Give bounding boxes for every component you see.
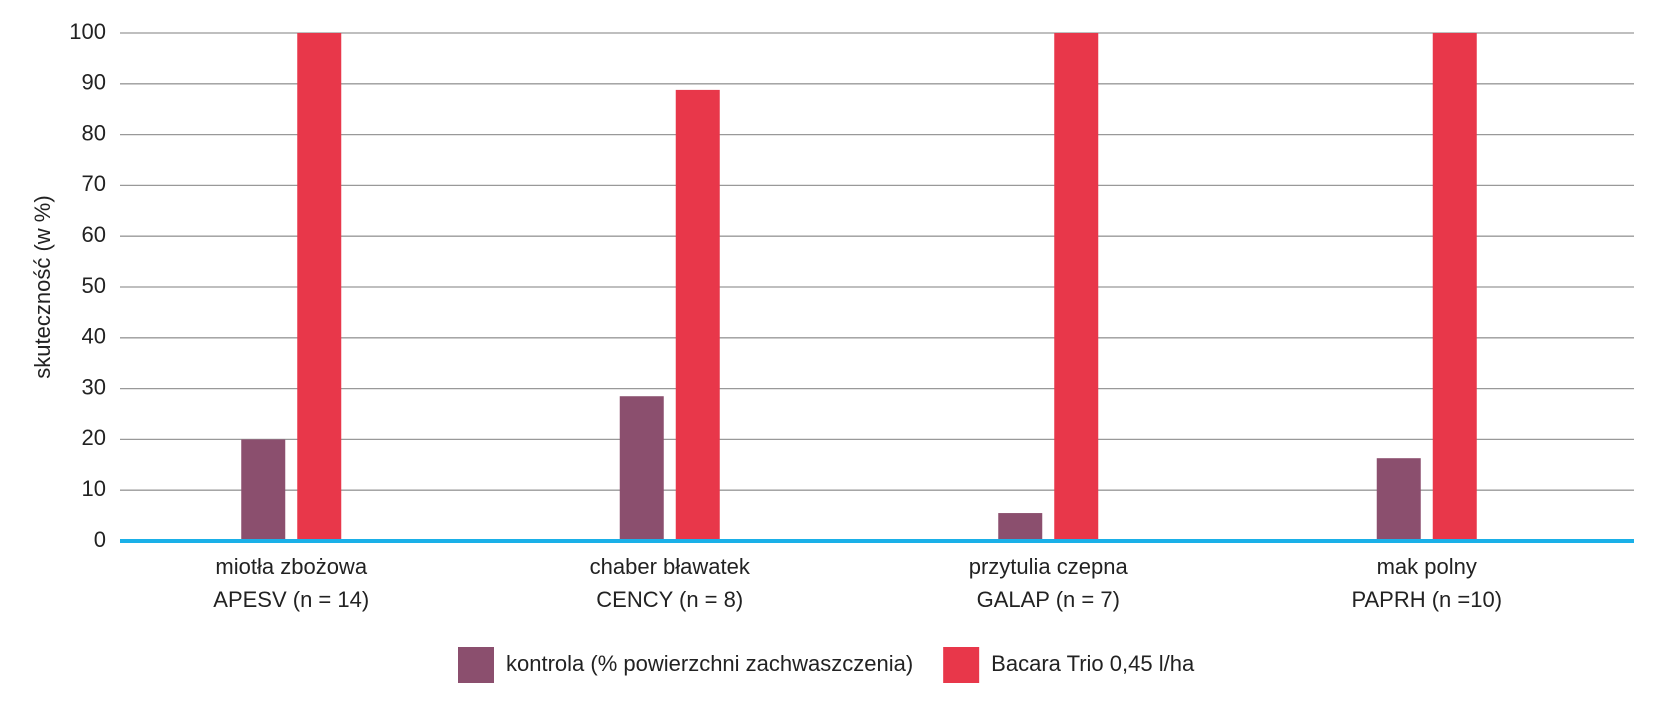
- y-tick-label: 50: [82, 273, 106, 298]
- x-tick-label: CENCY (n = 8): [596, 587, 743, 612]
- bar: [297, 33, 342, 541]
- y-tick-label: 60: [82, 222, 106, 247]
- x-tick-label: APESV (n = 14): [213, 587, 369, 612]
- bar: [998, 513, 1043, 541]
- y-tick-label: 80: [82, 120, 106, 145]
- y-tick-label: 100: [69, 19, 106, 44]
- x-tick-label: mak polny: [1377, 554, 1477, 579]
- legend-swatch: [458, 647, 494, 683]
- x-tick-label: GALAP (n = 7): [977, 587, 1120, 612]
- y-axis-label: skuteczność (w %): [30, 195, 55, 378]
- bar: [619, 396, 664, 541]
- x-tick-label: chaber bławatek: [590, 554, 751, 579]
- y-tick-label: 40: [82, 324, 106, 349]
- x-tick-label: przytulia czepna: [969, 554, 1129, 579]
- bar: [1432, 33, 1477, 541]
- x-tick-label: PAPRH (n =10): [1351, 587, 1502, 612]
- y-tick-label: 90: [82, 70, 106, 95]
- y-tick-label: 10: [82, 476, 106, 501]
- y-tick-label: 0: [94, 527, 106, 552]
- legend-swatch: [943, 647, 980, 683]
- legend-label: Bacara Trio 0,45 l/ha: [991, 651, 1195, 676]
- bar: [241, 439, 286, 541]
- legend-label: kontrola (% powierzchni zachwaszczenia): [506, 651, 913, 676]
- bar: [675, 89, 720, 542]
- bar: [1054, 33, 1099, 541]
- y-tick-label: 20: [82, 425, 106, 450]
- bar: [1376, 458, 1421, 541]
- x-tick-label: miotła zbożowa: [215, 554, 367, 579]
- y-tick-label: 30: [82, 374, 106, 399]
- y-tick-label: 70: [82, 171, 106, 196]
